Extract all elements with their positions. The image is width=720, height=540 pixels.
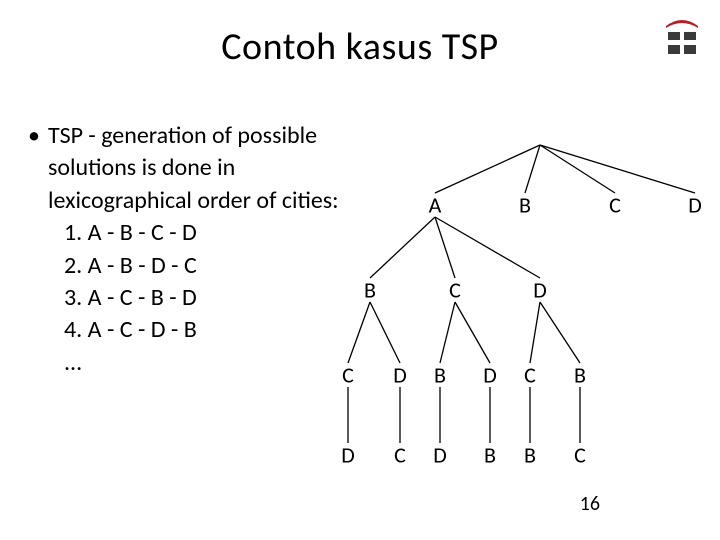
tree-node-l4-2: D — [433, 442, 447, 469]
bullet-item: 1. A - B - C - D — [28, 217, 358, 249]
bullet-item: 3. A - C - B - D — [28, 282, 358, 314]
bullet-block: • TSP - generation of possible solutions… — [28, 120, 358, 379]
tree-node-l4-1: C — [394, 442, 406, 469]
bullet-marker: • — [28, 120, 48, 217]
bullet-item: 4. A - C - D - B — [28, 314, 358, 346]
tree-node-l1-1: B — [519, 192, 531, 219]
bullet-item: 2. A - B - D - C — [28, 250, 358, 282]
tree-node-l3-3: D — [483, 362, 497, 389]
slide-title: Contoh kasus TSP — [0, 0, 720, 70]
tree-node-l1-3: D — [688, 192, 702, 219]
tree-node-l3-1: D — [393, 362, 407, 389]
tree-node-l4-3: B — [484, 442, 496, 469]
tree-node-l1-2: C — [609, 192, 621, 219]
tree-node-l3-0: C — [342, 362, 354, 389]
tree-node-l2-2: D — [533, 277, 547, 304]
tree-node-l4-0: D — [341, 442, 355, 469]
logo-icon — [662, 16, 702, 65]
tree-node-l2-1: C — [449, 277, 461, 304]
tree-node-l3-2: B — [434, 362, 446, 389]
page-number: 16 — [580, 492, 600, 516]
tree-node-l2-0: B — [364, 277, 376, 304]
tsp-tree: ABCDBCDCDBDCBDCDBBC — [340, 130, 720, 490]
tree-node-l3-5: B — [574, 362, 586, 389]
tree-node-l4-4: B — [524, 442, 536, 469]
tree-node-l3-4: C — [524, 362, 536, 389]
tree-node-l1-0: A — [429, 192, 442, 219]
bullet-tail: ... — [28, 347, 358, 379]
bullet-lead: TSP - generation of possible solutions i… — [48, 120, 358, 217]
tree-node-l4-5: C — [574, 442, 586, 469]
